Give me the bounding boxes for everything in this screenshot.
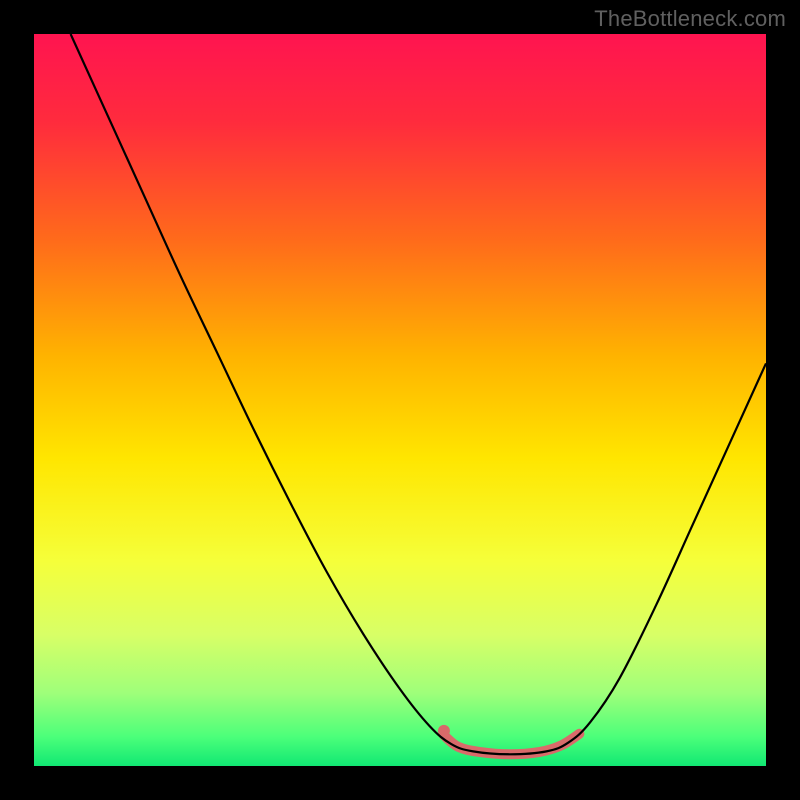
plot-area xyxy=(34,34,766,766)
chart-frame: TheBottleneck.com xyxy=(0,0,800,800)
chart-svg xyxy=(34,34,766,766)
gradient-background xyxy=(34,34,766,766)
watermark-text: TheBottleneck.com xyxy=(594,6,786,32)
